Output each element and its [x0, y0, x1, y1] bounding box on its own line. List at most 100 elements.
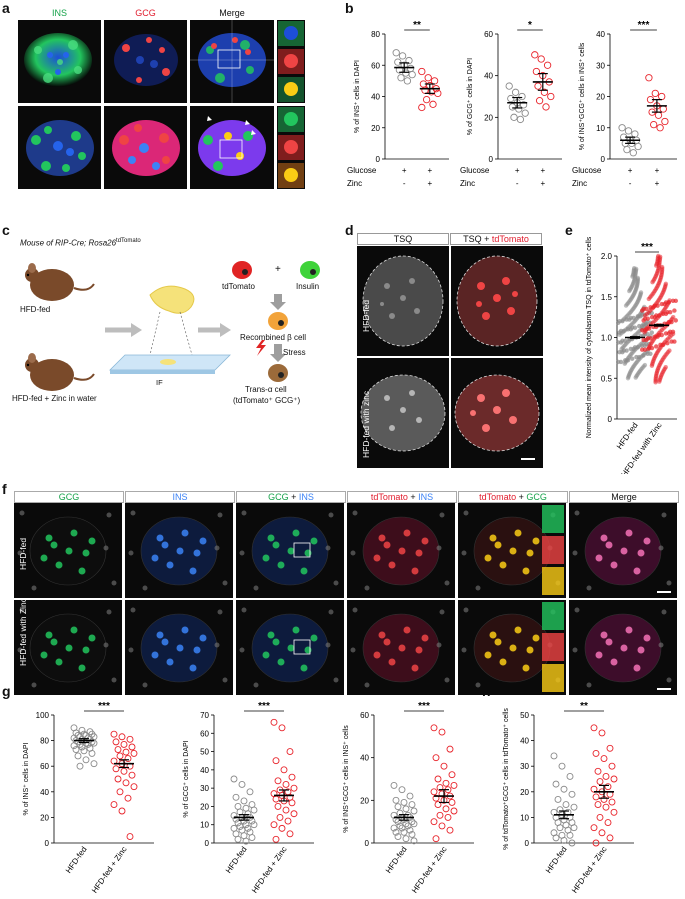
cell-dot: [65, 644, 73, 652]
x-tick-label: HFD-fed: [615, 421, 640, 451]
factor-name: Glucose: [347, 166, 377, 175]
cell-dot: [388, 658, 396, 666]
data-point: [450, 781, 458, 789]
data-point: [666, 300, 671, 305]
cell-dot: [151, 554, 159, 562]
data-point: [644, 306, 649, 312]
data-point: [568, 839, 576, 847]
cell-dot: [643, 537, 651, 545]
data-point: [590, 724, 598, 732]
data-point: [432, 794, 440, 802]
data-point: [234, 835, 242, 843]
data-point: [648, 351, 653, 356]
data-point: [602, 772, 610, 780]
background-nucleus: [106, 609, 112, 615]
data-point: [240, 797, 248, 805]
data-point: [570, 824, 578, 832]
y-tick-label: 0: [608, 415, 613, 424]
data-point: [244, 824, 252, 832]
data-point: [673, 298, 678, 304]
data-point: [286, 830, 294, 838]
data-point: [392, 796, 400, 804]
data-point: [663, 365, 668, 370]
panel-f-header-3: tdTomato + INS: [347, 491, 457, 503]
arrow-head-1: [131, 323, 142, 337]
background-nucleus: [328, 609, 334, 615]
data-point: [402, 820, 410, 828]
data-point: [238, 781, 246, 788]
data-point: [663, 281, 669, 287]
data-point: [627, 317, 632, 322]
label-tdtomato: tdTomato: [222, 282, 255, 291]
cell-dot: [514, 529, 522, 537]
f-h4-b: +: [516, 492, 527, 502]
data-point: [280, 766, 288, 774]
y-tick-label: 10: [596, 124, 605, 133]
cell-dot: [65, 547, 73, 555]
data-point: [392, 828, 400, 836]
inset-yellow: [542, 567, 564, 595]
f-h0-a: GCG: [58, 492, 80, 502]
data-point: [617, 330, 622, 335]
data-point: [403, 77, 412, 85]
factor-value: +: [628, 166, 633, 175]
cell-dot: [166, 561, 174, 569]
data-point: [116, 752, 124, 760]
data-point: [649, 330, 654, 335]
micrograph-f-art: [239, 510, 339, 591]
data-point: [610, 808, 618, 816]
chart-e: 0 0.5 1.0 1.5 2.0 Normalized mean intensity o…: [586, 236, 678, 474]
data-point: [120, 767, 128, 775]
background-nucleus: [142, 682, 148, 688]
panel-a-header-merge: Merge: [219, 8, 245, 18]
background-nucleus: [658, 642, 664, 648]
panel-f-header-1: INS: [125, 491, 235, 503]
chart-b3: 0 10 20 30 40 % of INS⁺GCG⁺ cells in INS⁺ cel…: [572, 20, 677, 188]
data-point: [444, 813, 452, 821]
inset-green: [542, 505, 564, 533]
chart-h: 0 10 20 30 40 50 % of tdTomato⁺GCG⁺ cells in t…: [503, 701, 634, 895]
data-point: [400, 828, 408, 836]
cell-dot: [620, 547, 628, 555]
data-point: [639, 323, 645, 329]
cell-dot: [267, 631, 275, 639]
data-point: [632, 266, 637, 271]
micrograph-a-inset-glucose: [277, 20, 305, 103]
data-point: [430, 788, 438, 796]
data-point: [568, 790, 576, 798]
panel-label-e: e: [565, 222, 573, 238]
inset-green: [542, 602, 564, 630]
background-nucleus: [352, 607, 358, 613]
background-nucleus: [572, 550, 578, 556]
data-point: [649, 345, 655, 351]
y-axis-label: % of GCG⁺ cells in DAPI: [183, 740, 190, 817]
data-point: [592, 749, 600, 757]
cell-dot: [161, 541, 169, 549]
data-point: [668, 310, 673, 315]
data-point: [394, 803, 402, 811]
micrograph-f-0-3: [347, 503, 455, 598]
data-point: [592, 839, 600, 847]
micrograph-d-merge-zinc: [451, 358, 543, 468]
background-nucleus: [214, 545, 220, 551]
panel-f-header-4: tdTomato + GCG: [458, 491, 568, 503]
chart-g2: 0 10 20 30 40 50 60 70 % of GCG⁺ cells in DAPI **…: [183, 701, 314, 895]
cell-dot: [304, 646, 312, 654]
cell-dot: [509, 644, 517, 652]
cell-dot: [411, 567, 419, 575]
data-point: [558, 762, 566, 770]
tdtomato-cell-icon: [232, 261, 252, 279]
data-point: [618, 359, 624, 365]
data-point: [669, 319, 674, 325]
data-point: [543, 61, 552, 69]
x-tick-label: HFD-fed + Zinc: [250, 845, 289, 895]
background-nucleus: [463, 607, 469, 613]
cell-dot: [637, 646, 645, 654]
micrograph-f-1-1: [125, 600, 233, 695]
background-nucleus: [461, 550, 467, 556]
y-tick-label: 40: [200, 766, 209, 775]
y-tick-label: 50: [520, 711, 529, 720]
cell-dot: [55, 561, 63, 569]
cell-dot: [514, 626, 522, 634]
panel-label-a: a: [2, 0, 10, 16]
